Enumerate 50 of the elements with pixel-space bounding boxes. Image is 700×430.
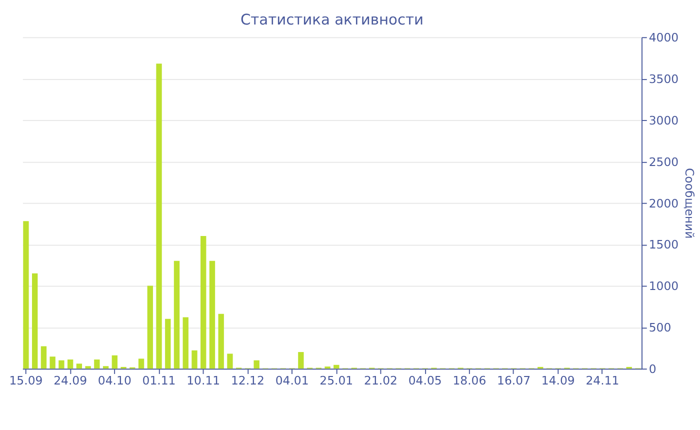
chart-title: Статистика активности — [240, 11, 424, 28]
y-tick-label: 2500 — [648, 154, 679, 169]
bar — [200, 236, 206, 369]
bar — [40, 346, 47, 369]
bar — [182, 317, 188, 369]
x-tick-label: 18.06 — [452, 374, 486, 388]
y-tick-label: 500 — [648, 320, 672, 335]
bar — [112, 355, 118, 369]
x-tick-label: 04.01 — [275, 374, 309, 388]
bar — [94, 359, 100, 369]
x-tick-label: 25.01 — [320, 374, 354, 388]
y-tick-label: 4000 — [648, 30, 679, 45]
y-tick-label: 0 — [648, 362, 656, 376]
bar — [76, 364, 82, 369]
bar — [23, 221, 29, 369]
bar — [58, 360, 64, 369]
bar — [227, 354, 233, 369]
x-tick-label: 14.09 — [541, 374, 575, 388]
bar — [50, 356, 56, 369]
x-tick-label: 01.11 — [142, 374, 176, 388]
bar — [254, 360, 260, 369]
x-tick-label: 15.09 — [9, 374, 43, 388]
bar — [156, 64, 162, 369]
bar — [32, 273, 38, 369]
x-tick-label: 16.07 — [497, 374, 531, 388]
x-tick-label: 10.11 — [186, 374, 220, 388]
y-axis-title: Сообщений — [682, 168, 696, 239]
y-tick-label: 1000 — [648, 279, 679, 294]
y-tick-label: 1500 — [648, 238, 679, 252]
bar — [147, 286, 153, 369]
bar — [67, 359, 74, 369]
y-tick-label: 2000 — [648, 196, 679, 210]
bar — [85, 366, 91, 369]
bar — [138, 358, 144, 369]
x-tick-label: 24.11 — [586, 374, 620, 388]
bar — [298, 352, 304, 369]
bar — [174, 260, 180, 369]
y-tick-label: 3500 — [648, 72, 679, 86]
y-tick-label: 3000 — [648, 113, 679, 128]
bar — [334, 364, 340, 369]
x-tick-label: 24.09 — [54, 374, 88, 388]
x-tick-label: 21.02 — [364, 374, 398, 388]
bar — [165, 318, 171, 369]
x-tick-label: 04.05 — [408, 374, 442, 388]
bar — [209, 260, 216, 369]
bar — [192, 350, 198, 369]
x-tick-label: 04.10 — [98, 374, 132, 388]
x-tick-label: 12.12 — [230, 374, 264, 388]
bar — [218, 314, 224, 369]
bar — [102, 366, 109, 369]
